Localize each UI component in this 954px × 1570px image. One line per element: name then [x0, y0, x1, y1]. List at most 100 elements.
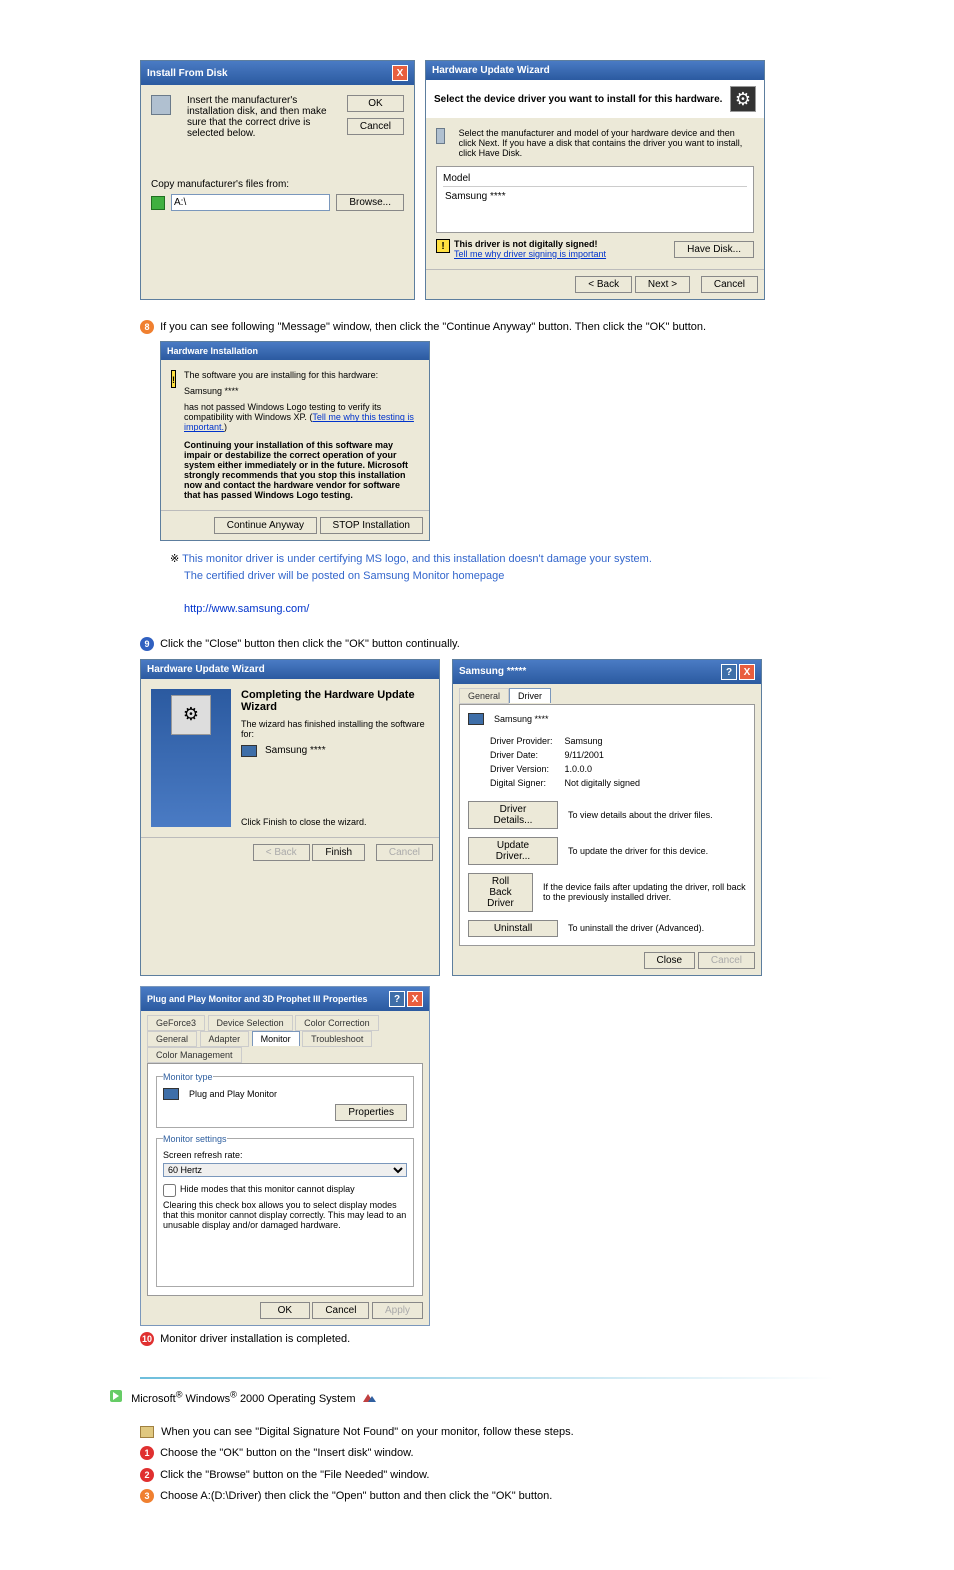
- tab-monitor[interactable]: Monitor: [252, 1031, 300, 1046]
- model-group: Model Samsung ****: [436, 166, 754, 233]
- monitor-type-group: Monitor type Plug and Play Monitor Prope…: [156, 1072, 414, 1128]
- tab-strip-row2: General Adapter Monitor Troubleshoot Col…: [141, 1031, 429, 1063]
- finish-button[interactable]: Finish: [312, 844, 365, 861]
- path-input[interactable]: [171, 194, 330, 211]
- install-warning: Continuing your installation of this sof…: [184, 440, 419, 500]
- win-text: Windows: [186, 1393, 231, 1405]
- tab-item[interactable]: Troubleshoot: [302, 1031, 372, 1047]
- button-row: < Back Next > Cancel: [426, 269, 764, 299]
- install-from-disk-dialog: Install From Disk X Insert the manufactu…: [140, 60, 415, 300]
- device-icon: ⚙: [730, 86, 756, 112]
- cancel-button[interactable]: Cancel: [312, 1302, 369, 1319]
- monitor-name: Plug and Play Monitor: [189, 1089, 277, 1099]
- close-icon[interactable]: X: [407, 991, 423, 1007]
- os-text: 2000 Operating System: [240, 1393, 356, 1405]
- dialog-titlebar: Hardware Update Wizard: [141, 660, 439, 679]
- rollback-driver-button[interactable]: Roll Back Driver: [468, 873, 533, 912]
- cancel-button[interactable]: Cancel: [701, 276, 758, 293]
- dialog-titlebar: Hardware Installation: [161, 342, 429, 360]
- back-button: < Back: [253, 844, 310, 861]
- win2000-heading: Microsoft® Windows® 2000 Operating Syste…: [131, 1393, 359, 1405]
- cancel-button: Cancel: [698, 952, 755, 969]
- step-8: 8 If you can see following "Message" win…: [140, 320, 834, 335]
- ok-button[interactable]: OK: [260, 1302, 310, 1319]
- button-row: Continue Anyway STOP Installation: [161, 510, 429, 540]
- browse-button[interactable]: Browse...: [336, 194, 404, 211]
- note-mark: ※: [170, 553, 179, 565]
- tab-content: Samsung **** Driver Provider:Samsung Dri…: [459, 704, 755, 946]
- refresh-rate-select[interactable]: 60 Hertz: [163, 1163, 407, 1177]
- tab-item[interactable]: General: [147, 1031, 197, 1047]
- disk-icon: [436, 128, 445, 144]
- button-row: < Back Finish Cancel: [141, 837, 439, 867]
- properties-button[interactable]: Properties: [335, 1104, 407, 1121]
- close-icon[interactable]: X: [739, 664, 755, 680]
- ok-button[interactable]: OK: [347, 95, 404, 112]
- note-line1: This monitor driver is under certifying …: [182, 553, 652, 565]
- wizard-instruction: Select the manufacturer and model of you…: [459, 128, 754, 158]
- tab-driver[interactable]: Driver: [509, 688, 551, 703]
- dialog-title: Plug and Play Monitor and 3D Prophet III…: [147, 994, 368, 1004]
- tab-item[interactable]: Color Correction: [295, 1015, 379, 1031]
- stop-installation-button[interactable]: STOP Installation: [320, 517, 423, 534]
- path-icon: [151, 196, 165, 210]
- step-text: Choose the "OK" button on the "Insert di…: [160, 1447, 413, 1459]
- warning-icon: !: [436, 239, 450, 253]
- close-button[interactable]: Close: [644, 952, 696, 969]
- dialog-title: Hardware Update Wizard: [432, 65, 550, 76]
- next-button[interactable]: Next >: [635, 276, 690, 293]
- hide-modes-label: Hide modes that this monitor cannot disp…: [180, 1184, 355, 1194]
- samsung-link[interactable]: http://www.samsung.com/: [184, 603, 309, 615]
- install-line1: The software you are installing for this…: [184, 370, 419, 380]
- signing-info-link[interactable]: Tell me why driver signing is important: [454, 249, 606, 259]
- step-number-icon: 8: [140, 320, 154, 334]
- tab-strip-row1: GeForce3 Device Selection Color Correcti…: [141, 1011, 429, 1031]
- complete-device: Samsung ****: [265, 745, 326, 756]
- help-icon[interactable]: ?: [389, 991, 405, 1007]
- details-text: To view details about the driver files.: [568, 810, 713, 820]
- cancel-button[interactable]: Cancel: [347, 118, 404, 135]
- tab-item[interactable]: Adapter: [200, 1031, 250, 1047]
- page-content: Install From Disk X Insert the manufactu…: [0, 0, 954, 1570]
- apply-button: Apply: [372, 1302, 423, 1319]
- model-value[interactable]: Samsung ****: [443, 187, 747, 206]
- win2000-note-line: When you can see "Digital Signature Not …: [140, 1425, 834, 1440]
- driver-details-button[interactable]: Driver Details...: [468, 801, 558, 829]
- rollback-text: If the device fails after updating the d…: [543, 882, 746, 902]
- step-text: If you can see following "Message" windo…: [160, 321, 706, 333]
- model-label: Model: [443, 173, 747, 187]
- uninstall-button[interactable]: Uninstall: [468, 920, 558, 937]
- update-driver-button[interactable]: Update Driver...: [468, 837, 558, 865]
- complete-wizard-dialog: Hardware Update Wizard ⚙ Completing the …: [140, 659, 440, 976]
- signer-value: Not digitally signed: [565, 777, 641, 789]
- dialog-titlebar: Samsung ***** ? X: [453, 660, 761, 684]
- step-text: Choose A:(D:\Driver) then click the "Ope…: [160, 1490, 552, 1502]
- step-10: 10 Monitor driver installation is comple…: [140, 1332, 834, 1347]
- hide-modes-row[interactable]: Hide modes that this monitor cannot disp…: [163, 1184, 407, 1197]
- back-button[interactable]: < Back: [575, 276, 632, 293]
- tab-general[interactable]: General: [459, 688, 509, 704]
- win2000-step-3: 3 Choose A:(D:\Driver) then click the "O…: [140, 1489, 834, 1504]
- uninstall-text: To uninstall the driver (Advanced).: [568, 923, 704, 933]
- step-text: Click the "Close" button then click the …: [160, 638, 460, 650]
- win2000-heading-row: Microsoft® Windows® 2000 Operating Syste…: [110, 1389, 834, 1405]
- tab-item[interactable]: GeForce3: [147, 1015, 205, 1031]
- install-line2: has not passed Windows Logo testing to v…: [184, 402, 419, 432]
- continue-anyway-button[interactable]: Continue Anyway: [214, 517, 317, 534]
- step-number-icon: 3: [140, 1489, 154, 1503]
- provider-label: Driver Provider:: [490, 735, 563, 747]
- date-value: 9/11/2001: [565, 749, 641, 761]
- provider-value: Samsung: [565, 735, 641, 747]
- tab-item[interactable]: Device Selection: [208, 1015, 293, 1031]
- wizard-heading: Select the device driver you want to ins…: [434, 94, 722, 105]
- close-icon[interactable]: X: [392, 65, 408, 81]
- win2000-steps: When you can see "Digital Signature Not …: [140, 1425, 834, 1505]
- help-icon[interactable]: ?: [721, 664, 737, 680]
- win2000-step-2: 2 Click the "Browse" button on the "File…: [140, 1468, 834, 1483]
- wizard-header: Select the device driver you want to ins…: [426, 80, 764, 118]
- hide-modes-checkbox[interactable]: [163, 1184, 176, 1197]
- tab-item[interactable]: Color Management: [147, 1047, 242, 1063]
- dialog-titlebar: Hardware Update Wizard: [426, 61, 764, 80]
- have-disk-button[interactable]: Have Disk...: [674, 241, 754, 258]
- copy-from-label: Copy manufacturer's files from:: [151, 179, 404, 190]
